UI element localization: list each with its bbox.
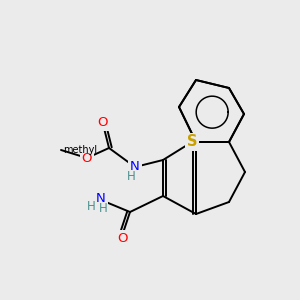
Text: methyl: methyl — [63, 145, 97, 155]
Text: O: O — [82, 152, 92, 166]
Text: S: S — [187, 134, 197, 149]
Text: O: O — [98, 116, 108, 130]
Text: N: N — [130, 160, 140, 173]
Text: H: H — [99, 202, 107, 215]
Text: N: N — [96, 191, 106, 205]
Text: H: H — [127, 169, 135, 182]
Text: H: H — [87, 200, 95, 214]
Text: O: O — [117, 232, 127, 244]
